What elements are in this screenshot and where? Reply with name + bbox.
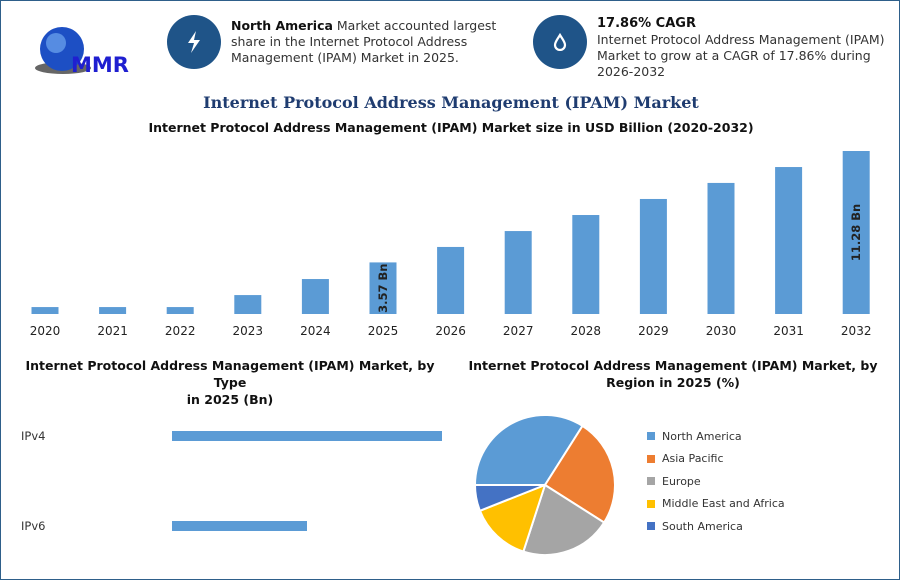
pie-legend: North America Asia Pacific Europe Middle Ea… bbox=[647, 425, 785, 538]
legend-label: South America bbox=[662, 519, 743, 533]
x-tick-label: 2021 bbox=[97, 324, 128, 338]
bar-2032 bbox=[842, 151, 870, 314]
pie-slice-asia-pacific bbox=[543, 424, 616, 524]
region-title-2: Region in 2025 (%) bbox=[606, 375, 740, 390]
bar-2024 bbox=[301, 279, 329, 314]
info2-bold: 17.86% CAGR bbox=[597, 16, 696, 31]
type-bar-chart: IPv4 IPv6 bbox=[21, 429, 442, 533]
bar-2026 bbox=[437, 246, 465, 314]
x-tick-label: 2029 bbox=[638, 324, 669, 338]
svg-text:MMR: MMR bbox=[71, 53, 129, 77]
pie-slice-europe bbox=[522, 483, 606, 556]
bar-2023 bbox=[234, 295, 262, 314]
legend-swatch bbox=[647, 454, 655, 463]
x-tick-label: 2024 bbox=[300, 324, 331, 338]
main-title: Internet Protocol Address Management (IP… bbox=[203, 93, 699, 112]
x-tick-label: 2025 bbox=[368, 324, 399, 338]
info-north-america: North America Market accounted largest s… bbox=[231, 18, 501, 66]
growth-drop-icon bbox=[533, 15, 587, 69]
legend-item: Asia Pacific bbox=[647, 448, 785, 471]
legend-swatch bbox=[647, 499, 655, 508]
bar-2029 bbox=[639, 198, 667, 314]
x-tick-label: 2023 bbox=[233, 324, 264, 338]
legend-label: Asia Pacific bbox=[662, 452, 724, 466]
legend-label: Middle East and Africa bbox=[662, 497, 785, 511]
x-tick-label: 2032 bbox=[841, 324, 872, 338]
mmr-logo: MMR bbox=[29, 23, 139, 79]
legend-swatch bbox=[647, 432, 655, 441]
bar-2021 bbox=[99, 307, 127, 314]
bar-2027 bbox=[504, 231, 532, 314]
type-label: IPv6 bbox=[21, 519, 45, 533]
legend-swatch bbox=[647, 522, 655, 531]
lightning-icon bbox=[167, 15, 221, 69]
legend-item: Europe bbox=[647, 470, 785, 493]
region-chart-title: Internet Protocol Address Management (IP… bbox=[463, 357, 883, 391]
legend-swatch bbox=[647, 477, 655, 486]
type-chart-title: Internet Protocol Address Management (IP… bbox=[11, 357, 449, 408]
bar-2020 bbox=[31, 307, 59, 314]
x-tick-label: 2022 bbox=[165, 324, 196, 338]
type-title-2: in 2025 (Bn) bbox=[186, 392, 274, 407]
data-label: 3.57 Bn bbox=[376, 264, 390, 313]
legend-item: North America bbox=[647, 425, 785, 448]
data-label: 11.28 Bn bbox=[849, 204, 863, 261]
region-title-1: Internet Protocol Address Management (IP… bbox=[468, 358, 878, 373]
x-tick-label: 2020 bbox=[30, 324, 61, 338]
market-size-bar-chart: 2020 2021 2022 2023 2024 2025 3.57 Bn 2026 2027 2… bbox=[30, 151, 872, 338]
type-title-1: Internet Protocol Address Management (IP… bbox=[25, 358, 435, 390]
pie-slice-middle-east-and-africa bbox=[478, 483, 547, 553]
bar-2028 bbox=[572, 215, 600, 314]
x-tick-label: 2026 bbox=[435, 324, 466, 338]
bar-2031 bbox=[775, 167, 803, 314]
x-tick-label: 2030 bbox=[706, 324, 737, 338]
x-tick-label: 2028 bbox=[571, 324, 602, 338]
x-tick-label: 2031 bbox=[773, 324, 804, 338]
legend-label: North America bbox=[662, 429, 742, 443]
type-label: IPv4 bbox=[21, 429, 45, 443]
info-cagr: 17.86% CAGR Internet Protocol Address Man… bbox=[597, 15, 897, 80]
type-bar-IPv4 bbox=[172, 431, 442, 441]
info1-text: Market accounted largest share in the In… bbox=[231, 18, 497, 65]
bar-2025 bbox=[369, 262, 397, 314]
legend-item: Middle East and Africa bbox=[647, 493, 785, 516]
bar-2030 bbox=[707, 182, 735, 314]
info1-bold: North America bbox=[231, 18, 333, 33]
pie-slice-south-america bbox=[473, 484, 546, 513]
region-pie-chart bbox=[473, 414, 616, 556]
legend-label: Europe bbox=[662, 474, 701, 488]
type-bar-IPv6 bbox=[172, 521, 307, 531]
legend-item: South America bbox=[647, 515, 785, 538]
bar-chart-title: Internet Protocol Address Management (IP… bbox=[148, 120, 754, 135]
bar-2022 bbox=[166, 307, 194, 314]
info2-text: Internet Protocol Address Management (IP… bbox=[597, 32, 885, 79]
x-tick-label: 2027 bbox=[503, 324, 534, 338]
